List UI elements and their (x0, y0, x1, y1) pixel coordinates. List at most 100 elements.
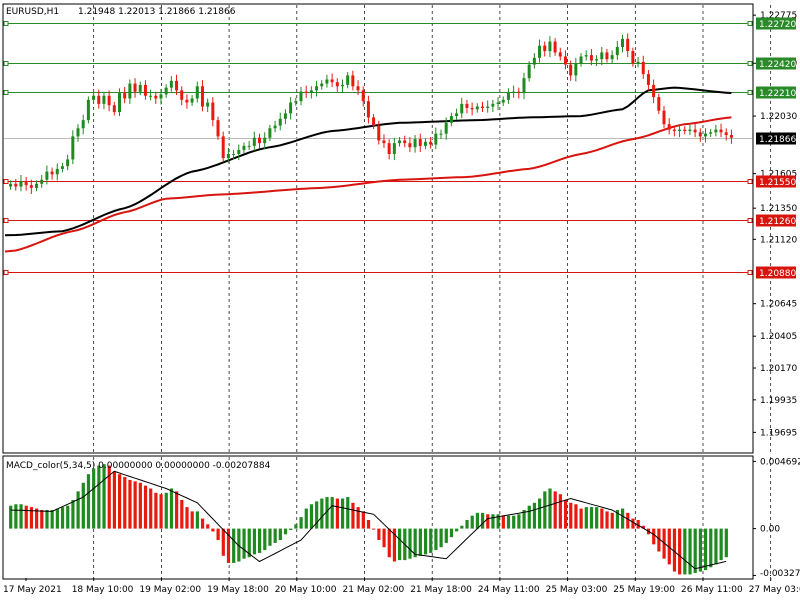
candle-bear (216, 120, 220, 137)
macd-bar (392, 528, 397, 562)
candle-bull (527, 64, 531, 79)
macd-bar (714, 528, 718, 565)
macd-bar (216, 528, 220, 541)
candle-bear (470, 107, 474, 110)
macd-bar (92, 468, 96, 529)
candle-bull (506, 93, 510, 100)
time-tick-label: 18 May 10:00 (72, 585, 134, 595)
candle-bear (403, 140, 407, 144)
macd-bar (413, 528, 417, 558)
price-tick-label: 1.20170 (760, 364, 797, 374)
macd-panel-frame (2, 455, 754, 580)
price-panel-frame (2, 3, 754, 454)
macd-bar (693, 528, 697, 573)
candle-bull (346, 75, 350, 85)
macd-header: MACD_color(5,34,5) 0.00000000 0.00000000… (6, 461, 271, 471)
macd-bar (527, 505, 531, 529)
macd-bar (672, 528, 677, 572)
candle-bear (667, 124, 671, 130)
macd-bar (45, 509, 49, 529)
macd-bar (449, 528, 454, 538)
macd-bar (356, 507, 360, 529)
candle-bull (66, 159, 70, 167)
candle-bear (335, 82, 339, 87)
candle-bull (294, 101, 298, 103)
macd-bar (315, 501, 319, 529)
candle-bull (169, 80, 173, 88)
candlestick-series (9, 33, 733, 194)
macd-bar (444, 528, 448, 543)
candle-bear (563, 56, 567, 65)
macd-bar (480, 512, 485, 529)
price-tick-label: 1.19695 (760, 428, 797, 438)
macd-bar (237, 528, 241, 562)
candle-bull (299, 91, 303, 102)
macd-bar (579, 508, 583, 529)
macd-bar (501, 515, 505, 529)
macd-bar (180, 499, 184, 529)
macd-bar (169, 488, 174, 529)
candle-bull (449, 116, 453, 123)
candle-bear (662, 110, 666, 125)
candle-bull (475, 106, 479, 110)
candle-bull (491, 103, 495, 107)
macd-bar (543, 491, 547, 529)
macd-bar (107, 465, 111, 529)
macd-bar (532, 502, 537, 529)
macd-bar (117, 474, 122, 529)
candle-bull (434, 133, 438, 145)
macd-bar (553, 491, 557, 529)
candle-bull (398, 140, 402, 144)
time-tick-label: 21 May 18:00 (410, 585, 472, 595)
macd-bar (569, 502, 573, 529)
macd-bar (242, 528, 246, 559)
candle-bull (703, 133, 707, 137)
macd-bar (123, 477, 127, 529)
candle-bear (465, 103, 469, 108)
level-right-marker (747, 61, 753, 66)
candle-bear (356, 86, 360, 91)
candle-bear (211, 102, 215, 121)
candle-bull (159, 94, 163, 99)
candle-bear (480, 106, 484, 108)
level-right-marker (747, 179, 753, 184)
macd-bar (475, 512, 480, 529)
macd-bar (589, 507, 594, 529)
level-tag-label: 1.21260 (759, 217, 796, 227)
macd-bar (211, 528, 215, 532)
candle-bull (35, 183, 39, 188)
candle-bear (351, 75, 355, 87)
macd-bar (304, 508, 308, 529)
price-tick-label: 1.19935 (760, 396, 797, 406)
macd-bar (719, 528, 723, 561)
candle-bear (558, 52, 562, 57)
macd-bar (652, 528, 656, 545)
macd-bar (595, 507, 599, 529)
macd-bar (688, 528, 692, 575)
macd-bar (683, 528, 687, 575)
candle-bull (226, 154, 230, 159)
candle-bear (429, 141, 433, 145)
time-tick-label: 25 May 03:00 (546, 585, 608, 595)
macd-bar (662, 528, 666, 559)
candle-bull (574, 63, 578, 76)
candle-bull (439, 133, 443, 135)
macd-bar (398, 528, 402, 561)
candle-bear (652, 84, 656, 98)
candle-bull (263, 137, 267, 144)
macd-bar (372, 528, 376, 530)
macd-bar (340, 498, 345, 529)
macd-bar (112, 471, 117, 529)
level-right-marker (747, 270, 753, 275)
time-tick-label: 25 May 19:00 (613, 585, 675, 595)
candle-bull (164, 87, 168, 95)
price-tick-label: 1.21350 (760, 204, 797, 214)
candle-bull (600, 52, 604, 60)
candle-bull (242, 145, 246, 150)
macd-bar (377, 528, 381, 541)
macd-bar (631, 518, 635, 529)
price-tick-label: 1.20405 (760, 332, 797, 342)
macd-bar (366, 520, 371, 529)
candle-bull (610, 55, 614, 60)
